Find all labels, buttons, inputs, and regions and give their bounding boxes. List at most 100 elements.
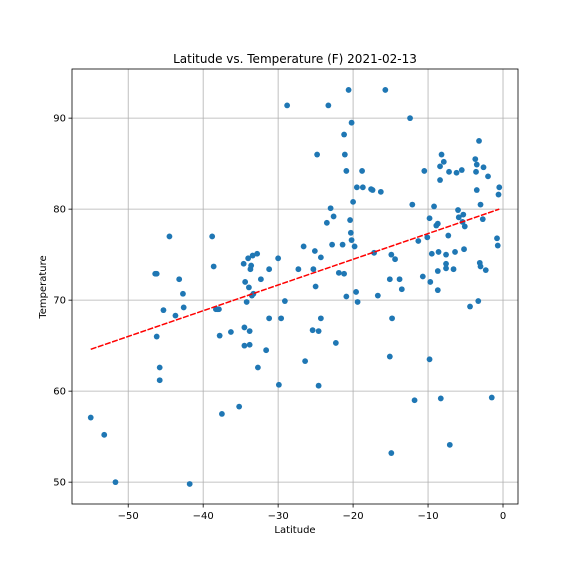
data-point xyxy=(388,251,395,258)
data-point xyxy=(241,342,248,349)
data-point xyxy=(209,233,216,240)
y-tick-label: 80 xyxy=(53,205,66,216)
data-point xyxy=(374,292,381,299)
regression-line-group xyxy=(90,208,500,351)
data-point xyxy=(245,255,252,262)
data-point xyxy=(472,156,479,162)
x-tick-label: −10 xyxy=(417,511,438,522)
data-point xyxy=(350,198,356,205)
y-axis-ticks: 50 60 70 80 90 xyxy=(53,114,72,489)
data-point xyxy=(485,173,491,180)
data-point xyxy=(166,233,173,240)
data-point xyxy=(382,87,389,93)
data-point xyxy=(248,262,255,269)
regression-line xyxy=(90,208,500,351)
y-tick-label: 70 xyxy=(53,296,66,307)
y-tick-label: 50 xyxy=(53,478,66,489)
data-point xyxy=(434,220,441,227)
data-point xyxy=(236,403,243,410)
data-point xyxy=(309,327,316,334)
data-point xyxy=(495,191,502,198)
data-point xyxy=(476,137,482,144)
data-point xyxy=(345,87,352,93)
data-point xyxy=(266,315,273,322)
data-point xyxy=(427,279,434,285)
data-point xyxy=(426,215,433,222)
data-point xyxy=(243,299,250,305)
data-point xyxy=(386,276,393,283)
data-point xyxy=(246,341,253,348)
plot-frame xyxy=(71,68,519,505)
x-axis-label: Latitude xyxy=(274,525,315,536)
data-point xyxy=(431,203,437,210)
data-point xyxy=(343,293,350,300)
data-point xyxy=(453,169,460,176)
data-point xyxy=(455,214,462,221)
data-point xyxy=(240,260,247,267)
data-point xyxy=(359,184,366,191)
x-axis-ticks: −50 −40 −30 −20 −10 0 xyxy=(118,504,506,522)
data-point xyxy=(339,241,346,248)
data-point xyxy=(341,131,347,138)
data-point xyxy=(172,312,179,319)
data-point xyxy=(275,255,282,262)
data-point xyxy=(479,216,486,223)
data-point xyxy=(455,207,461,213)
data-point xyxy=(176,276,183,283)
data-point xyxy=(353,184,360,191)
data-point xyxy=(377,188,384,195)
data-point xyxy=(263,347,270,354)
data-point xyxy=(153,270,160,277)
data-point xyxy=(458,167,465,173)
data-point xyxy=(219,411,225,417)
data-point xyxy=(411,397,418,404)
data-point xyxy=(241,324,248,331)
data-point xyxy=(315,382,322,389)
data-point xyxy=(445,232,452,239)
data-point xyxy=(437,177,443,183)
data-point xyxy=(312,283,319,290)
data-point xyxy=(392,256,398,263)
x-tick-label: −30 xyxy=(268,511,289,522)
y-tick-label: 90 xyxy=(53,114,66,125)
data-point xyxy=(310,266,317,273)
data-point xyxy=(242,279,249,285)
data-point xyxy=(275,381,282,388)
data-point xyxy=(246,328,253,334)
data-point xyxy=(295,266,302,273)
chart-title: Latitude vs. Temperature (F) 2021-02-13 xyxy=(173,52,417,66)
data-point xyxy=(351,243,358,250)
data-point xyxy=(473,161,480,168)
data-point xyxy=(325,102,332,109)
data-point xyxy=(254,250,261,257)
data-point xyxy=(341,270,347,277)
data-point xyxy=(341,151,348,158)
data-point xyxy=(112,479,119,486)
data-point xyxy=(446,168,452,175)
data-point xyxy=(443,260,449,267)
data-point xyxy=(435,249,442,255)
data-point xyxy=(421,168,428,174)
grid xyxy=(72,69,518,504)
data-point xyxy=(477,201,484,208)
data-point xyxy=(428,250,435,257)
data-point xyxy=(488,394,495,401)
data-point xyxy=(494,242,501,249)
data-point xyxy=(407,115,413,122)
data-point xyxy=(347,217,353,223)
data-point xyxy=(409,201,416,208)
data-point xyxy=(210,263,217,270)
data-point xyxy=(434,287,441,294)
data-point xyxy=(329,241,336,248)
data-point xyxy=(216,306,222,313)
data-point xyxy=(480,164,487,171)
data-point xyxy=(348,237,355,243)
data-point xyxy=(440,158,447,165)
y-tick-label: 60 xyxy=(53,387,66,398)
data-point xyxy=(302,358,309,365)
x-tick-label: −40 xyxy=(193,511,214,522)
x-tick-label: 0 xyxy=(500,511,506,522)
data-point xyxy=(180,304,187,311)
data-point xyxy=(335,269,342,276)
